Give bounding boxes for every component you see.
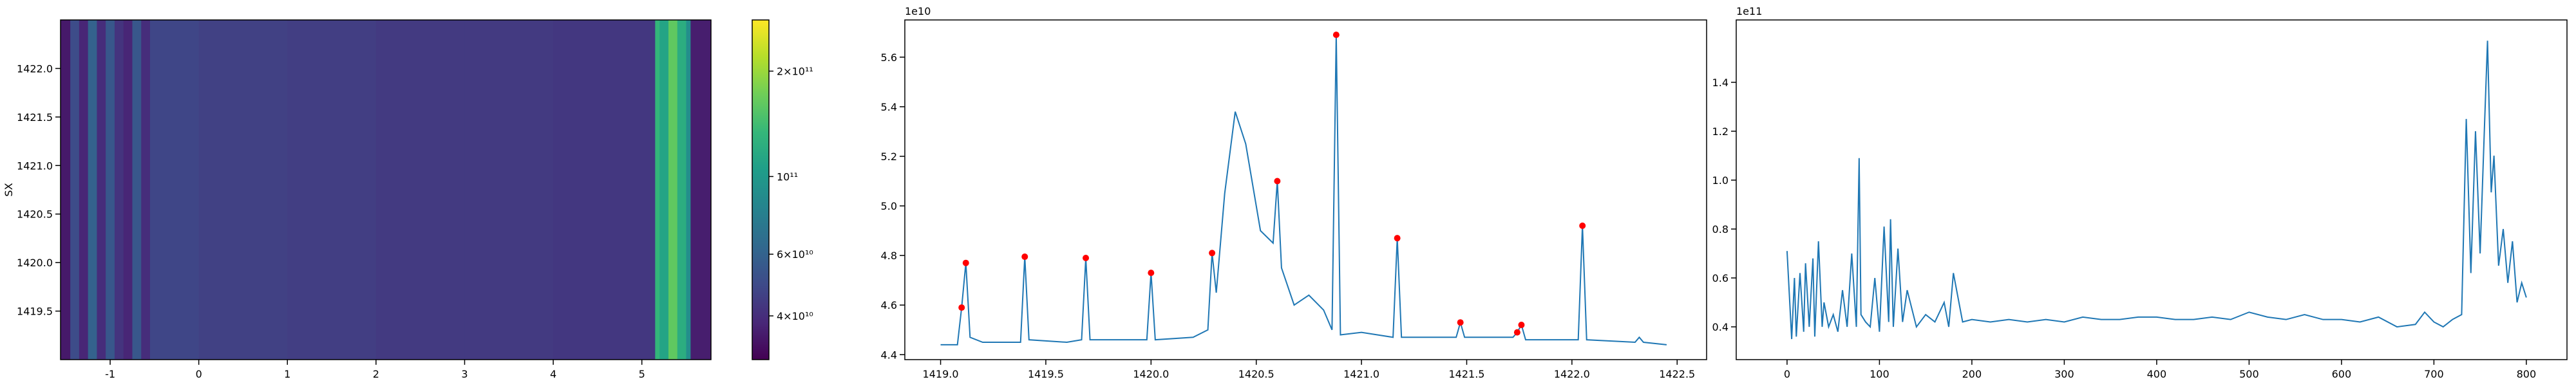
y-tick-label: 0.8	[1712, 223, 1728, 235]
heatmap-column	[677, 20, 687, 360]
y-tick-label: 4.8	[881, 250, 897, 262]
data-point	[1513, 329, 1520, 336]
heatmap-column	[690, 20, 712, 360]
data-point	[1083, 254, 1090, 261]
x-tick-label: 0	[1784, 368, 1790, 380]
heatmap-column	[97, 20, 106, 360]
plot-frame	[60, 19, 712, 360]
x-tick-label: -1	[105, 368, 115, 380]
x-tick-label: 200	[1962, 368, 1982, 380]
y-tick-label: 1422.0	[17, 62, 53, 75]
x-tick-label: 500	[2239, 368, 2259, 380]
heatmap-column	[375, 20, 465, 360]
data-point	[962, 259, 969, 266]
data-point	[1148, 270, 1155, 277]
y-tick-label: 5.0	[881, 200, 897, 212]
y-tick-label: 1421.5	[17, 111, 53, 124]
heatmap-column	[106, 20, 115, 360]
y-offset-label: 1e11	[1736, 5, 1762, 17]
heatmap-column	[70, 20, 80, 360]
x-tick-label: 400	[2147, 368, 2167, 380]
x-tick-label: 800	[2517, 368, 2537, 380]
data-point	[1021, 253, 1028, 261]
heatmap-column	[686, 20, 691, 360]
plot-frame	[1736, 19, 2568, 360]
plot-frame	[904, 19, 1707, 360]
y-axis-label: SX	[3, 183, 15, 196]
x-tick-label: 2	[373, 368, 379, 380]
y-tick-label: 0.4	[1712, 321, 1728, 333]
x-tick-label: 1419.5	[1028, 368, 1064, 380]
heatmap-column	[141, 20, 151, 360]
colorbar-tick-label: 10¹¹	[777, 170, 798, 183]
y-offset-label: 1e10	[905, 5, 931, 17]
y-tick-label: 1.2	[1712, 125, 1728, 138]
y-tick-label: 1.4	[1712, 77, 1728, 89]
x-tick-label: 1422.5	[1659, 368, 1695, 380]
heatmap-column	[287, 20, 377, 360]
colorbar-tick-label: 6×10¹⁰	[777, 248, 813, 261]
x-tick-label: 1422.0	[1554, 368, 1590, 380]
y-tick-label: 5.2	[881, 151, 897, 163]
heatmap-column	[61, 20, 71, 360]
data-point	[1579, 222, 1586, 229]
data-line	[1786, 41, 2527, 340]
heatmap-column	[149, 20, 200, 360]
x-tick-label: 1421.0	[1343, 368, 1379, 380]
heatmap-column	[659, 20, 669, 360]
y-tick-label: 1420.5	[17, 208, 53, 221]
y-tick-label: 4.6	[881, 299, 897, 311]
y-tick-label: 1419.5	[17, 306, 53, 318]
x-tick-label: 100	[1870, 368, 1889, 380]
heatmap-column	[79, 20, 89, 360]
x-tick-label: 4	[550, 368, 556, 380]
y-tick-label: 1.0	[1712, 174, 1728, 187]
data-point	[1274, 178, 1281, 185]
y-tick-label: 5.4	[881, 101, 897, 113]
data-point	[958, 304, 965, 311]
x-tick-label: 700	[2424, 368, 2444, 380]
x-tick-label: 600	[2332, 368, 2352, 380]
x-tick-label: 5	[639, 368, 645, 380]
heatmap-column	[114, 20, 124, 360]
x-tick-label: 0	[196, 368, 202, 380]
y-tick-label: 5.6	[881, 51, 897, 64]
data-point	[1332, 32, 1340, 39]
data-point	[1457, 319, 1464, 326]
x-tick-label: 1	[284, 368, 290, 380]
y-tick-label: 1421.0	[17, 160, 53, 172]
x-tick-label: 1420.0	[1133, 368, 1169, 380]
y-tick-label: 0.6	[1712, 272, 1728, 284]
x-tick-label: 300	[2054, 368, 2074, 380]
x-tick-label: 3	[461, 368, 468, 380]
heatmap-column	[553, 20, 656, 360]
data-point	[1394, 235, 1401, 242]
colorbar	[752, 19, 770, 360]
x-tick-label: 1420.5	[1238, 368, 1274, 380]
heatmap-column	[198, 20, 288, 360]
heatmap-column	[668, 20, 678, 360]
colorbar-tick-label: 2×10¹¹	[777, 66, 813, 78]
data-point	[1209, 250, 1216, 257]
colorbar-tick-label: 4×10¹⁰	[777, 310, 813, 322]
y-tick-label: 4.4	[881, 349, 897, 361]
heatmap-column	[123, 20, 133, 360]
x-tick-label: 1421.5	[1448, 368, 1484, 380]
heatmap-column	[88, 20, 97, 360]
x-tick-label: 1419.0	[923, 368, 959, 380]
data-point	[1518, 322, 1525, 329]
y-tick-label: 1420.0	[17, 257, 53, 269]
heatmap-column	[655, 20, 660, 360]
heatmap-column	[464, 20, 554, 360]
heatmap-column	[132, 20, 142, 360]
